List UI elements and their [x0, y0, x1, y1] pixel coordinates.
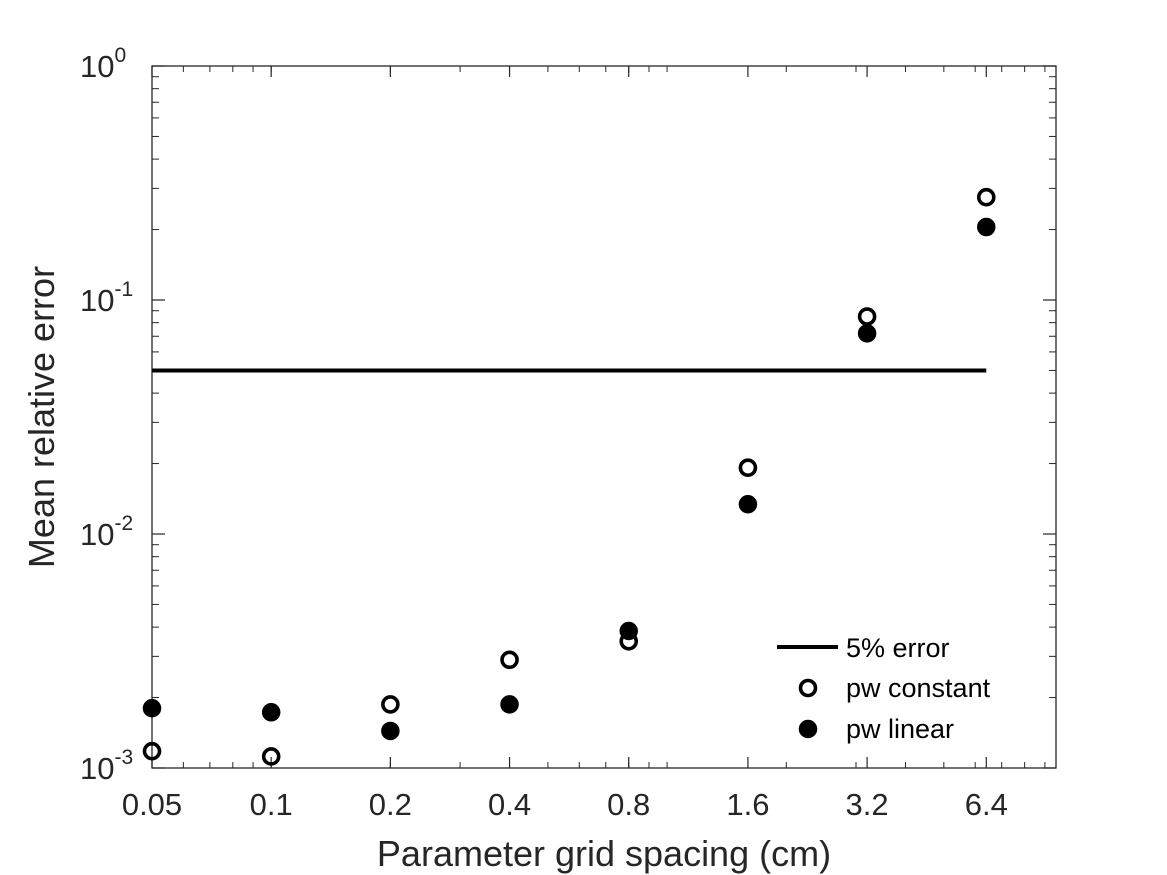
legend-label-5-error: 5% error — [846, 633, 950, 663]
legend: 5% error pw constant pw linear — [777, 633, 991, 744]
pw-constant-point — [381, 695, 400, 714]
pw-linear-point — [977, 217, 996, 237]
x-tick-labels: 0.05 0.1 0.2 0.4 0.8 1.6 3.2 6.4 — [122, 787, 1008, 822]
x-tick-label: 0.8 — [607, 787, 650, 822]
pw-constant-point — [976, 187, 996, 207]
markers — [142, 187, 996, 766]
pw-linear-point — [500, 695, 519, 714]
y-axis-label: Mean relative error — [21, 266, 62, 568]
y-tick-label: 100 — [80, 44, 126, 84]
x-tick-label: 0.1 — [250, 787, 293, 822]
pw-constant-point — [738, 458, 758, 478]
y-tick-label-base: 10 — [80, 49, 114, 84]
pw-constant-point — [857, 307, 877, 326]
pw-linear-point — [619, 621, 638, 641]
y-tick-label: 10-3 — [80, 746, 133, 786]
legend-label-pw-linear: pw linear — [846, 714, 954, 744]
y-tick-label: 10-2 — [80, 512, 133, 552]
x-tick-label: 3.2 — [846, 787, 889, 822]
pw-linear-point — [261, 703, 281, 722]
pw-linear-point — [738, 495, 758, 514]
y-tick-label-base: 10 — [80, 751, 114, 786]
pw-constant-point — [500, 650, 519, 670]
plot-area — [151, 65, 1057, 769]
x-tick-label: 0.05 — [122, 787, 182, 822]
legend-marker-pw-linear — [798, 719, 818, 739]
legend-label-pw-constant: pw constant — [846, 673, 991, 703]
pw-linear-point — [381, 721, 400, 741]
y-tick-label-exponent: -1 — [114, 278, 133, 301]
x-tick-label: 0.4 — [488, 787, 531, 822]
pw-linear-point — [857, 324, 877, 343]
pw-constant-point — [261, 747, 281, 766]
legend-marker-pw-constant — [798, 678, 818, 698]
pw-linear-point — [142, 699, 162, 718]
y-tick-label-exponent: -3 — [114, 746, 133, 769]
x-tick-label: 6.4 — [965, 787, 1008, 822]
y-tick-label-base: 10 — [80, 283, 114, 318]
y-tick-label-exponent: -2 — [114, 512, 133, 535]
y-tick-label: 10-1 — [80, 278, 133, 318]
major-ticks — [151, 65, 1056, 769]
y-tick-label-base: 10 — [80, 517, 114, 552]
x-tick-label: 1.6 — [726, 787, 769, 822]
x-tick-label: 0.2 — [369, 787, 412, 822]
y-tick-label-exponent: 0 — [114, 44, 126, 67]
pw-constant-point — [142, 741, 162, 761]
x-axis-label: Parameter grid spacing (cm) — [377, 833, 831, 874]
